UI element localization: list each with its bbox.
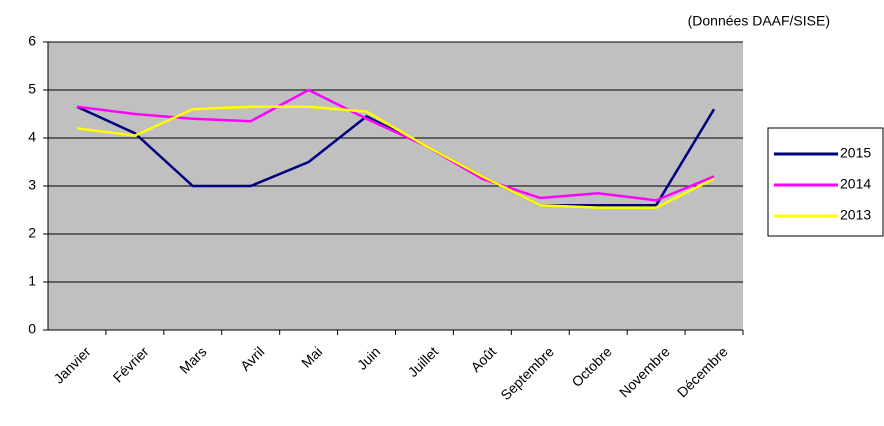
x-tick-label: Décembre xyxy=(674,343,731,400)
source-note: (Données DAAF/SISE) xyxy=(688,13,830,29)
x-tick-label: Novembre xyxy=(616,343,673,400)
y-tick-label: 2 xyxy=(28,225,36,241)
x-tick-label: Septembre xyxy=(497,343,557,403)
x-tick-label: Juin xyxy=(354,343,383,372)
y-tick-label: 5 xyxy=(28,81,36,97)
y-tick-label: 1 xyxy=(28,273,36,289)
x-tick-label: Mai xyxy=(298,343,325,370)
x-tick-label: Mars xyxy=(176,343,209,376)
x-tick-label: Octobre xyxy=(568,343,615,390)
y-tick-label: 4 xyxy=(28,129,36,145)
y-tick-label: 6 xyxy=(28,33,36,49)
y-tick-label: 3 xyxy=(28,177,36,193)
legend-box xyxy=(767,127,884,237)
x-tick-label: Février xyxy=(109,343,151,385)
x-tick-label: Juillet xyxy=(405,343,442,380)
legend-label: 2013 xyxy=(840,207,871,223)
legend-label: 2015 xyxy=(840,145,871,161)
x-tick-label: Août xyxy=(467,343,499,375)
x-tick-label: Avril xyxy=(237,343,267,373)
series-line xyxy=(76,105,715,209)
series-line xyxy=(76,88,715,202)
legend-label: 2014 xyxy=(840,176,871,192)
y-tick-label: 0 xyxy=(28,321,36,337)
x-tick-label: Janvier xyxy=(50,343,93,386)
